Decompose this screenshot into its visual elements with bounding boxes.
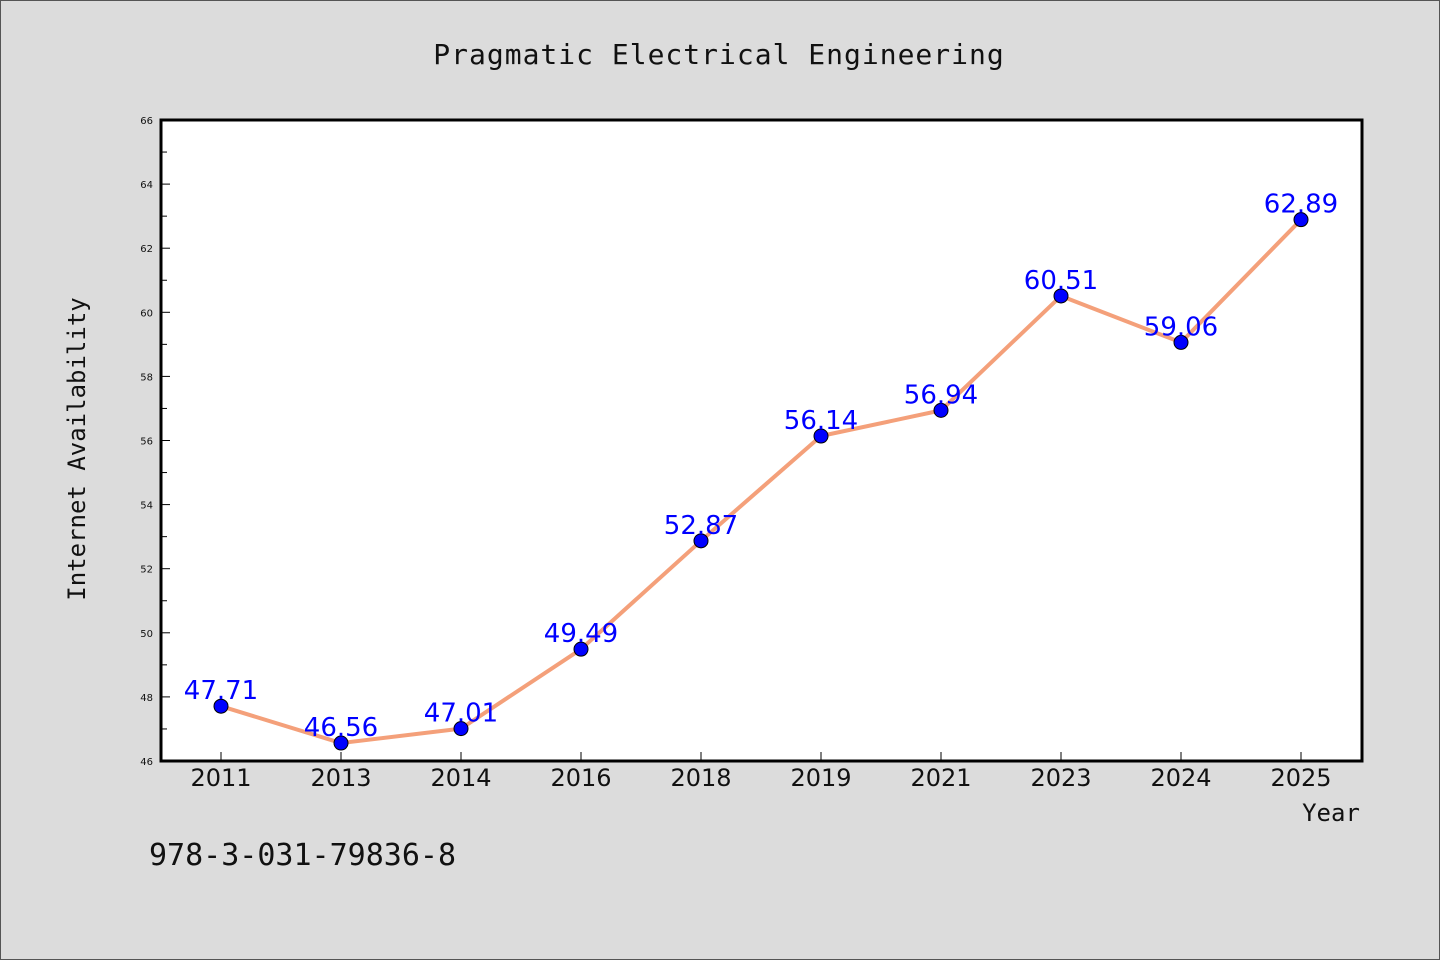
y-tick-label: 64 — [140, 180, 153, 191]
data-point — [1053, 288, 1069, 304]
x-tick-label: 2018 — [670, 764, 731, 792]
data-point — [1293, 212, 1309, 228]
x-tick-label: 2016 — [550, 764, 611, 792]
data-label: 47.71 — [184, 676, 258, 706]
y-tick-label: 52 — [140, 565, 153, 576]
data-label: 46.56 — [304, 713, 378, 743]
y-tick-label: 62 — [140, 244, 153, 255]
data-label: 62.89 — [1264, 190, 1338, 220]
x-axis-label: Year — [1302, 799, 1360, 827]
data-point — [213, 698, 229, 714]
data-label: 56.14 — [784, 406, 858, 436]
y-tick-label: 46 — [140, 757, 153, 768]
y-tick-label: 50 — [140, 629, 153, 640]
x-tick-label: 2023 — [1030, 764, 1091, 792]
y-tick-label: 66 — [140, 116, 153, 127]
chart-title: Pragmatic Electrical Engineering — [433, 38, 1004, 71]
y-tick-label: 54 — [140, 501, 153, 512]
y-axis: 46 48 50 52 54 56 58 60 62 64 66 — [140, 116, 170, 768]
x-tick-label: 2021 — [910, 764, 971, 792]
data-point — [693, 533, 709, 549]
x-tick-label: 2013 — [310, 764, 371, 792]
x-tick-label: 2014 — [430, 764, 491, 792]
data-point — [333, 735, 349, 751]
data-point — [933, 402, 949, 418]
y-axis-label: Internet Availability — [63, 297, 91, 600]
data-label: 59.06 — [1144, 312, 1218, 342]
data-label: 47.01 — [424, 699, 498, 729]
data-point — [1173, 334, 1189, 350]
data-label: 52.87 — [664, 511, 738, 541]
y-tick-label: 48 — [140, 693, 153, 704]
x-tick-label: 2019 — [790, 764, 851, 792]
x-axis: 2011 2013 2014 2016 2018 2019 2021 2023 2024 2025 — [190, 752, 1332, 792]
data-label: 56.94 — [904, 380, 978, 410]
data-labels: 47.71 46.56 47.01 49.49 52.87 56.14 56.94 60.51… — [184, 190, 1338, 743]
isbn-text: 978-3-031-79836-8 — [149, 838, 456, 873]
data-point — [573, 641, 589, 657]
plot-area — [159, 118, 1364, 763]
x-tick-label: 2011 — [190, 764, 251, 792]
data-label: 49.49 — [544, 619, 618, 649]
x-tick-label: 2025 — [1270, 764, 1331, 792]
y-tick-label: 60 — [140, 308, 153, 319]
data-label: 60.51 — [1024, 266, 1098, 296]
series-group — [213, 212, 1309, 751]
data-point — [813, 428, 829, 444]
data-point — [453, 721, 469, 737]
x-tick-label: 2024 — [1150, 764, 1211, 792]
y-tick-label: 58 — [140, 372, 153, 383]
series-line — [220, 218, 1303, 746]
y-tick-label: 56 — [140, 437, 153, 448]
